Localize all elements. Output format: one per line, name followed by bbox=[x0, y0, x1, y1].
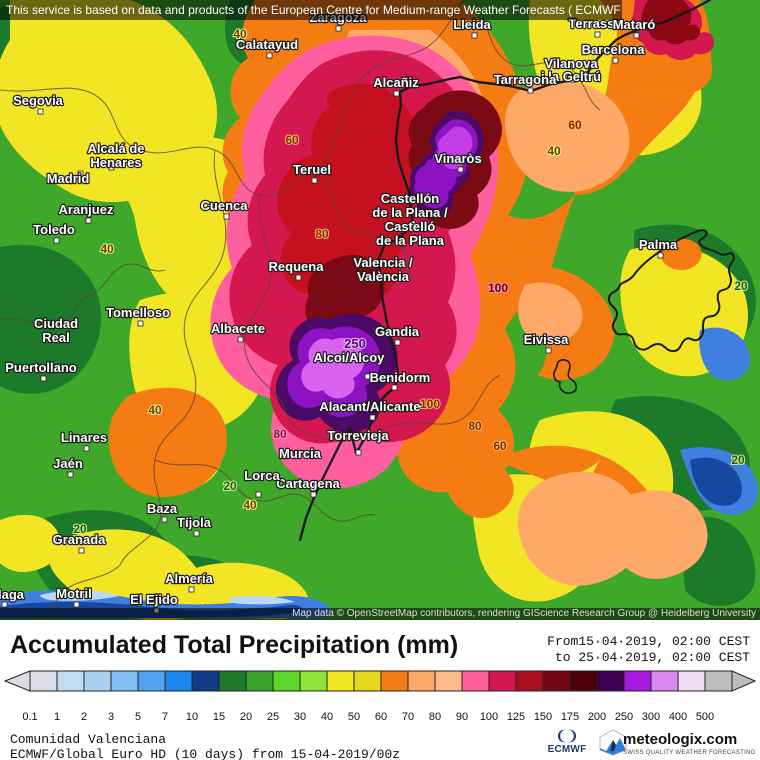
svg-text:Real: Real bbox=[42, 330, 69, 345]
svg-text:Albacete: Albacete bbox=[211, 321, 265, 336]
svg-text:Gandia: Gandia bbox=[375, 324, 420, 339]
svg-text:Tomelloso: Tomelloso bbox=[106, 305, 170, 320]
svg-text:Tarragona: Tarragona bbox=[494, 72, 557, 87]
svg-text:400: 400 bbox=[669, 711, 687, 723]
svg-text:Alcalá de: Alcalá de bbox=[87, 141, 144, 156]
svg-text:Baza: Baza bbox=[147, 501, 178, 516]
svg-text:Linares: Linares bbox=[61, 430, 107, 445]
svg-text:El Ejido: El Ejido bbox=[130, 592, 178, 607]
svg-text:40: 40 bbox=[148, 403, 162, 417]
svg-text:Alacant/Alicante: Alacant/Alicante bbox=[319, 399, 420, 414]
svg-text:40: 40 bbox=[321, 711, 333, 723]
svg-text:Madrid: Madrid bbox=[47, 171, 90, 186]
svg-text:Barcelona: Barcelona bbox=[582, 42, 646, 57]
svg-text:80: 80 bbox=[429, 711, 441, 723]
svg-text:2: 2 bbox=[81, 711, 87, 723]
svg-text:200: 200 bbox=[588, 711, 606, 723]
svg-text:60: 60 bbox=[568, 118, 582, 132]
svg-text:20: 20 bbox=[734, 279, 748, 293]
svg-text:Motril: Motril bbox=[56, 586, 91, 601]
svg-text:30: 30 bbox=[294, 711, 306, 723]
svg-text:Murcia: Murcia bbox=[279, 446, 322, 461]
svg-text:Ciudad: Ciudad bbox=[34, 316, 78, 331]
svg-text:Almería: Almería bbox=[165, 571, 213, 586]
svg-text:25: 25 bbox=[267, 711, 279, 723]
svg-text:20: 20 bbox=[731, 453, 745, 467]
svg-text:10: 10 bbox=[186, 711, 198, 723]
svg-text:Henares: Henares bbox=[90, 155, 141, 170]
svg-text:Cuenca: Cuenca bbox=[201, 198, 249, 213]
svg-text:Valencia /: Valencia / bbox=[353, 255, 413, 270]
svg-text:5: 5 bbox=[135, 711, 141, 723]
svg-text:20: 20 bbox=[223, 479, 237, 493]
svg-text:100: 100 bbox=[480, 711, 498, 723]
svg-text:Eivissa: Eivissa bbox=[524, 332, 570, 347]
svg-text:80: 80 bbox=[273, 427, 287, 441]
svg-text:Jaén: Jaén bbox=[53, 456, 83, 471]
svg-text:7: 7 bbox=[162, 711, 168, 723]
svg-text:40: 40 bbox=[243, 498, 257, 512]
svg-text:Toledo: Toledo bbox=[33, 222, 75, 237]
svg-text:125: 125 bbox=[507, 711, 525, 723]
svg-text:Tíjola: Tíjola bbox=[177, 515, 212, 530]
svg-text:60: 60 bbox=[375, 711, 387, 723]
svg-text:1: 1 bbox=[54, 711, 60, 723]
svg-text:ECMWF: ECMWF bbox=[548, 744, 587, 755]
svg-text:Cartagena: Cartagena bbox=[276, 476, 340, 491]
svg-text:50: 50 bbox=[348, 711, 360, 723]
svg-text:150: 150 bbox=[534, 711, 552, 723]
svg-text:Alcañiz: Alcañiz bbox=[373, 75, 419, 90]
svg-text:Castelló: Castelló bbox=[385, 219, 436, 234]
svg-text:175: 175 bbox=[561, 711, 579, 723]
svg-text:València: València bbox=[357, 269, 410, 284]
svg-text:Puertollano: Puertollano bbox=[5, 360, 77, 375]
svg-text:3: 3 bbox=[108, 711, 114, 723]
svg-text:Lorca: Lorca bbox=[244, 468, 280, 483]
svg-text:de la Plana: de la Plana bbox=[376, 233, 445, 248]
svg-text:20: 20 bbox=[73, 522, 87, 536]
svg-text:250: 250 bbox=[615, 711, 633, 723]
svg-text:300: 300 bbox=[642, 711, 660, 723]
svg-text:Palma: Palma bbox=[639, 237, 678, 252]
svg-text:60: 60 bbox=[493, 439, 507, 453]
svg-text:Castellón: Castellón bbox=[381, 191, 440, 206]
svg-text:Torrevieja: Torrevieja bbox=[327, 428, 389, 443]
svg-text:de la Plana /: de la Plana / bbox=[372, 205, 448, 220]
svg-text:Alcoi/Alcoy: Alcoi/Alcoy bbox=[314, 350, 386, 365]
svg-text:40: 40 bbox=[233, 27, 247, 41]
svg-text:80: 80 bbox=[468, 419, 482, 433]
svg-text:Requena: Requena bbox=[269, 259, 325, 274]
svg-text:40: 40 bbox=[547, 144, 561, 158]
svg-text:Vinaròs: Vinaròs bbox=[434, 151, 481, 166]
svg-text:Benidorm: Benidorm bbox=[370, 370, 431, 385]
svg-text:70: 70 bbox=[402, 711, 414, 723]
svg-text:Teruel: Teruel bbox=[293, 162, 331, 177]
svg-text:100: 100 bbox=[488, 281, 508, 295]
svg-text:80: 80 bbox=[315, 227, 329, 241]
svg-text:Aranjuez: Aranjuez bbox=[59, 202, 114, 217]
svg-text:Segovia: Segovia bbox=[13, 93, 64, 108]
svg-text:15: 15 bbox=[213, 711, 225, 723]
svg-text:500: 500 bbox=[696, 711, 714, 723]
svg-text:250: 250 bbox=[344, 336, 366, 351]
svg-text:Málaga: Málaga bbox=[0, 587, 25, 602]
svg-text:60: 60 bbox=[285, 133, 299, 147]
svg-text:40: 40 bbox=[100, 242, 114, 256]
svg-text:0.1: 0.1 bbox=[22, 711, 37, 723]
svg-text:20: 20 bbox=[240, 711, 252, 723]
svg-text:100: 100 bbox=[420, 397, 440, 411]
svg-text:90: 90 bbox=[456, 711, 468, 723]
